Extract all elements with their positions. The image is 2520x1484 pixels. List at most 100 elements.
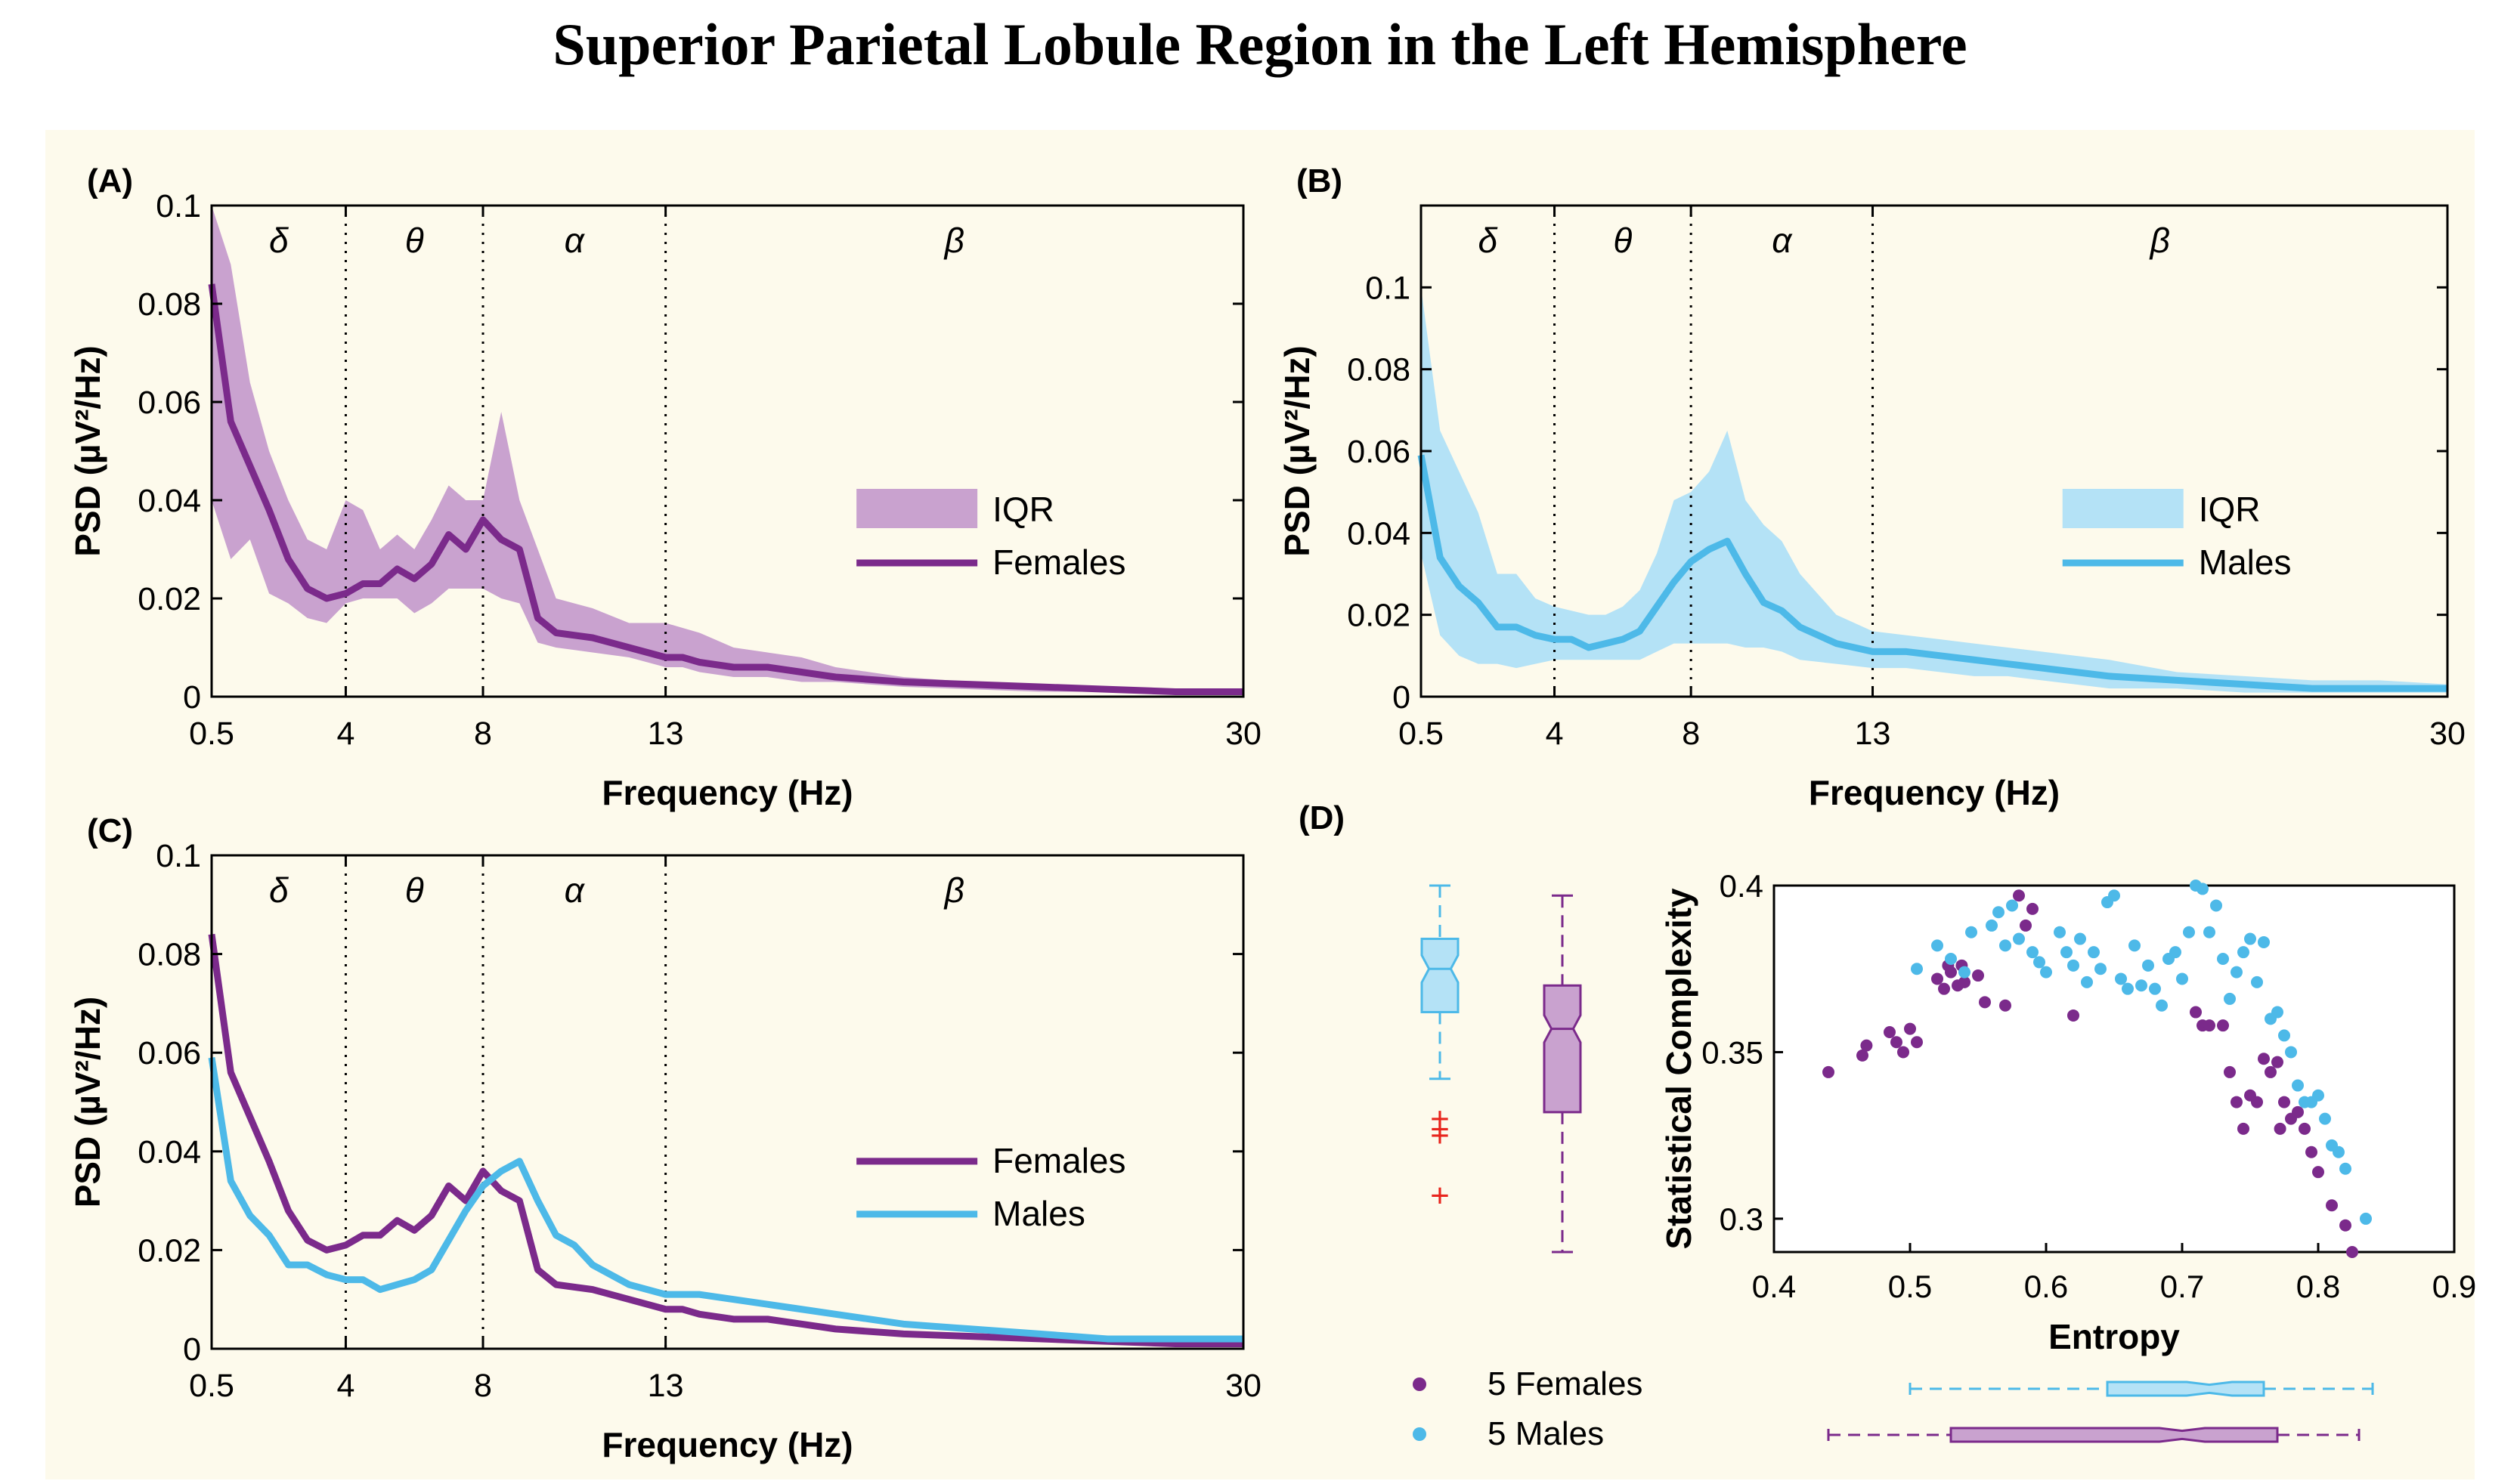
boxplot-males-y-outlier: + xyxy=(1430,1111,1450,1148)
x-tick-label-C: 0.5 xyxy=(189,1368,234,1404)
scatter-point-male xyxy=(1958,966,1970,979)
y-tick-label-D: 0.3 xyxy=(1720,1201,1763,1237)
band-label-C: α xyxy=(565,870,586,910)
legend-swatch-B xyxy=(2062,489,2184,528)
x-tick-label-D: 0.7 xyxy=(2160,1269,2204,1304)
legend-label-A: Females xyxy=(992,543,1125,582)
legend-label-B: IQR xyxy=(2199,490,2261,529)
scatter-point-male xyxy=(2203,926,2215,938)
y-tick-label-C: 0.04 xyxy=(138,1134,201,1170)
scatter-point-female xyxy=(2237,1122,2249,1135)
y-tick-label-B: 0.04 xyxy=(1347,515,1410,552)
legend-marker-D xyxy=(1413,1427,1426,1441)
scatter-point-male xyxy=(2183,926,2195,938)
scatter-point-female xyxy=(1897,1046,1909,1059)
scatter-point-male xyxy=(2033,956,2045,969)
scatter-point-female xyxy=(1938,982,1950,995)
y-tick-label-C: 0.08 xyxy=(138,937,201,973)
scatter-point-female xyxy=(2067,1009,2079,1022)
x-axis-label-C: Frequency (Hz) xyxy=(602,1425,853,1464)
scatter-point-male xyxy=(2169,946,2181,959)
scatter-point-male xyxy=(2115,972,2127,985)
scatter-point-male xyxy=(2149,982,2161,995)
scatter-point-female xyxy=(2013,889,2025,902)
boxplot-females-y-box xyxy=(1543,984,1582,1114)
x-tick-label-B: 30 xyxy=(2429,716,2466,752)
legend-swatch-A xyxy=(856,489,978,528)
scatter-point-female xyxy=(2312,1166,2324,1179)
x-tick-label-D: 0.4 xyxy=(1752,1269,1796,1304)
scatter-point-male xyxy=(2271,1006,2283,1019)
y-axis-label-A: PSD (µV²/Hz) xyxy=(68,345,107,557)
legend-label-C: Females xyxy=(992,1141,1125,1180)
legend-label-B: Males xyxy=(2199,543,2292,582)
scatter-point-male xyxy=(2026,946,2039,959)
boxplot-males-y-outlier: + xyxy=(1430,1101,1450,1138)
scatter-point-male xyxy=(2278,1029,2290,1042)
scatter-point-male xyxy=(2244,932,2256,945)
x-tick-label-A: 13 xyxy=(648,716,684,752)
series-line-B-males xyxy=(1417,454,2447,692)
scatter-point-female xyxy=(2265,1065,2277,1078)
y-tick-label-B: 0.1 xyxy=(1365,270,1410,306)
scatter-point-male xyxy=(1931,939,1943,952)
y-tick-label-B: 0.06 xyxy=(1347,434,1410,470)
scatter-point-male xyxy=(2251,975,2263,988)
x-axis-label-A: Frequency (Hz) xyxy=(602,773,853,812)
scatter-point-female xyxy=(1945,966,1957,979)
axes-frame-A xyxy=(210,204,1245,698)
x-tick-label-C: 13 xyxy=(648,1368,684,1404)
scatter-point-male xyxy=(2094,963,2107,975)
boxplot-males-y-outlier: + xyxy=(1430,1118,1450,1155)
x-axis-label-B: Frequency (Hz) xyxy=(1809,773,2060,812)
y-tick-label-A: 0.1 xyxy=(156,188,201,224)
scatter-point-female xyxy=(2339,1219,2351,1232)
panel-label-C: (C) xyxy=(87,812,133,849)
scatter-point-male xyxy=(2060,946,2073,959)
y-tick-label-A: 0.04 xyxy=(138,483,201,519)
scatter-point-male xyxy=(1999,939,2011,952)
scatter-point-male xyxy=(2237,946,2249,959)
scatter-point-male xyxy=(2081,975,2093,988)
axes-frame-C xyxy=(210,854,1245,1350)
scatter-point-female xyxy=(1822,1065,1834,1078)
scatter-point-male xyxy=(2224,992,2236,1005)
band-label-B: α xyxy=(1772,221,1793,260)
scatter-point-female xyxy=(2026,902,2039,915)
scatter-point-male xyxy=(2292,1079,2304,1092)
x-tick-label-C: 4 xyxy=(336,1368,354,1404)
scatter-point-female xyxy=(1958,975,1970,988)
x-tick-label-D: 0.5 xyxy=(1888,1269,1932,1304)
y-tick-label-A: 0.02 xyxy=(138,581,201,617)
y-axis-label-D: Statistical Complexity xyxy=(1659,888,1698,1249)
boxplot-males-y-outlier: + xyxy=(1430,1177,1450,1214)
scatter-point-male xyxy=(2006,899,2018,912)
scatter-point-female xyxy=(2305,1145,2317,1158)
boxplot-females-x-box xyxy=(1949,1427,2279,1443)
scatter-point-male xyxy=(2128,939,2141,952)
panel-label-A: (A) xyxy=(87,162,133,199)
scatter-point-female xyxy=(1931,972,1943,985)
scatter-point-male xyxy=(2339,1162,2351,1175)
iqr-band-A xyxy=(212,206,1243,694)
boxplot-males-x-box xyxy=(2106,1380,2265,1397)
scatter-point-male xyxy=(2088,946,2100,959)
legend-marker-D xyxy=(1413,1377,1426,1391)
y-tick-label-C: 0.1 xyxy=(156,838,201,874)
scatter-point-male xyxy=(2217,953,2229,965)
scatter-point-male xyxy=(1911,963,1923,975)
y-tick-label-A: 0.08 xyxy=(138,286,201,323)
scatter-point-male xyxy=(1965,926,1977,938)
x-tick-label-D: 0.6 xyxy=(2024,1269,2068,1304)
scatter-point-female xyxy=(2020,919,2032,932)
band-label-B: β xyxy=(2149,221,2170,260)
scatter-point-female xyxy=(2278,1096,2290,1108)
x-tick-label-C: 8 xyxy=(474,1368,492,1404)
band-label-B: δ xyxy=(1478,221,1497,260)
x-tick-label-B: 4 xyxy=(1546,716,1564,752)
x-tick-label-B: 13 xyxy=(1855,716,1891,752)
scatter-point-female xyxy=(1890,1036,1902,1049)
scatter-point-female xyxy=(1911,1036,1923,1049)
scatter-point-male xyxy=(2054,926,2066,938)
band-label-C: δ xyxy=(269,870,289,910)
